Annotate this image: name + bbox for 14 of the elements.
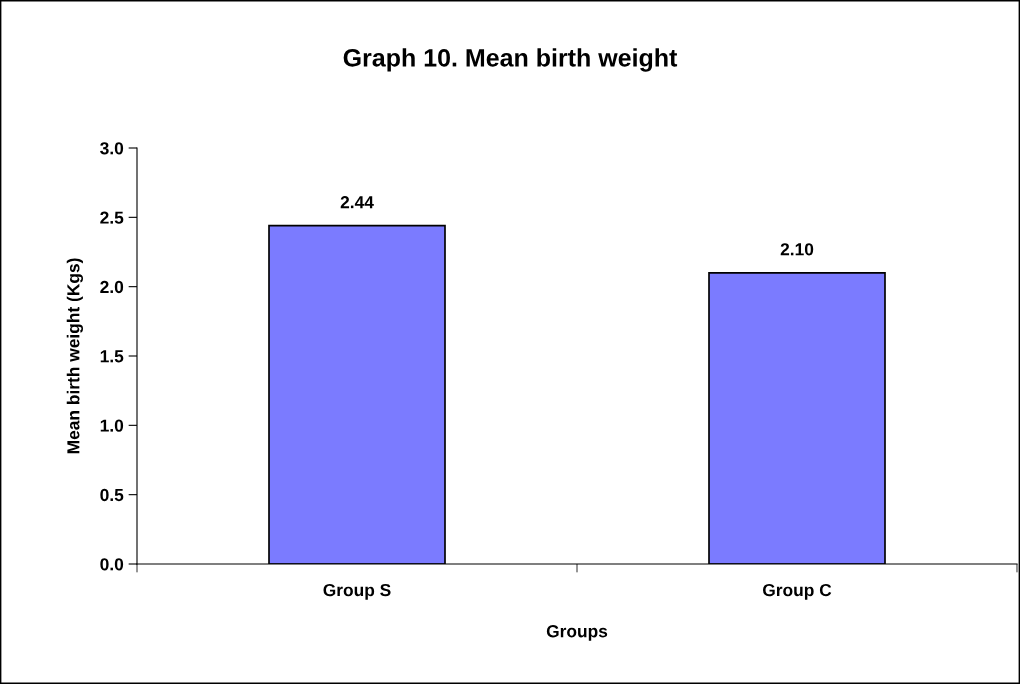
x-tick-label: Group S: [323, 583, 391, 600]
y-tick-label: 2.5: [100, 211, 124, 224]
x-tick-label: Group C: [763, 583, 832, 600]
y-tick-label: 3.0: [100, 142, 124, 155]
y-tick-label: 1.5: [100, 350, 124, 363]
y-tick-label: 0.5: [100, 488, 124, 502]
chart-title: Graph 10. Mean birth weight: [343, 48, 678, 72]
y-tick-label: 0.0: [100, 558, 124, 571]
y-tick-label: 1.0: [100, 419, 124, 432]
x-axis-title: Groups: [546, 625, 608, 641]
data-label: 2.10: [780, 243, 814, 256]
y-axis-title: Mean birth weight (Kgs): [66, 258, 84, 454]
data-label: 2.44: [340, 196, 374, 209]
y-tick-label: 2.0: [100, 280, 124, 294]
